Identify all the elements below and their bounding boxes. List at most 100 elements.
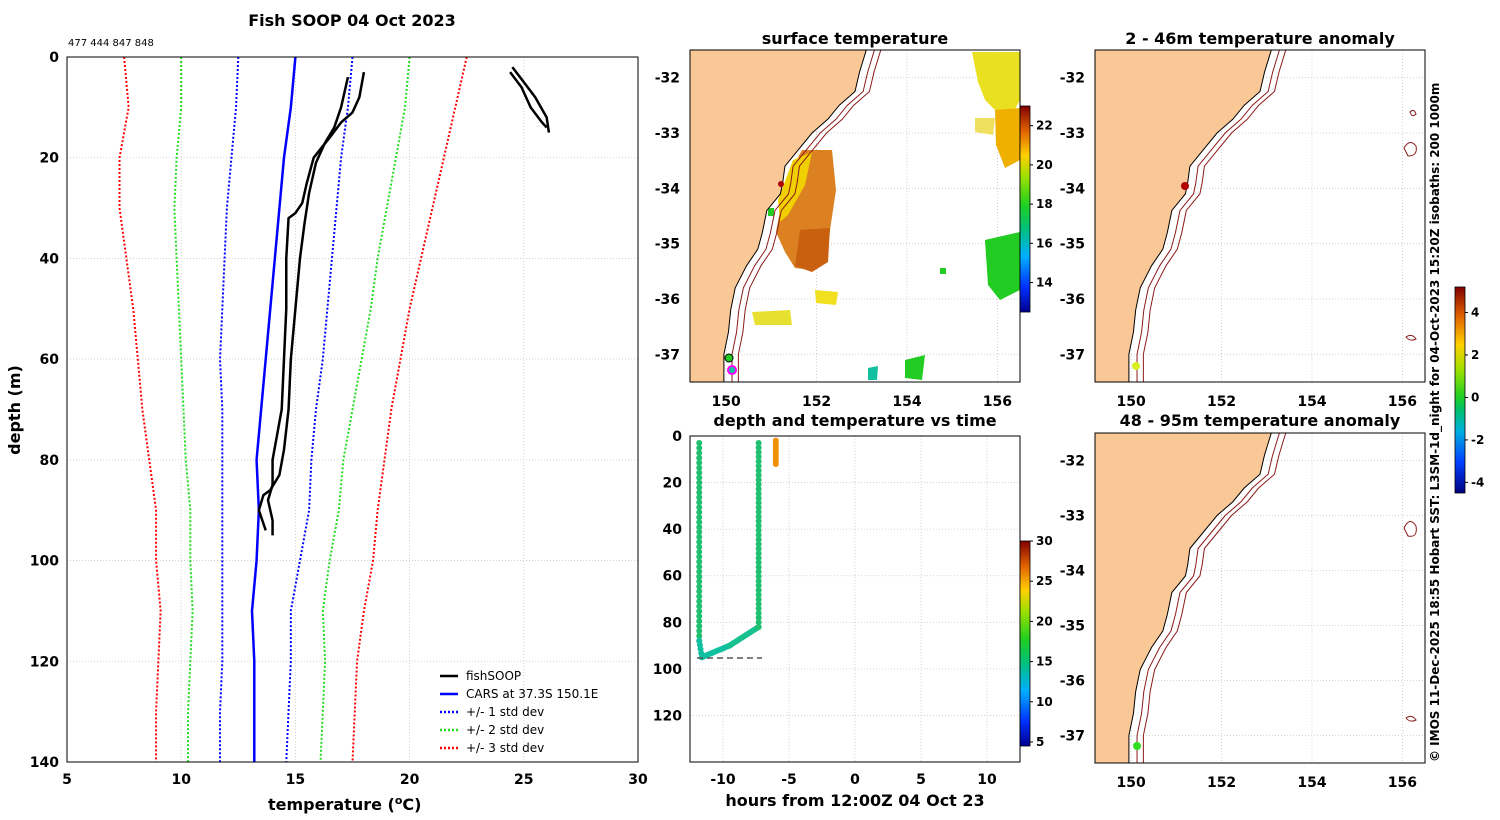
p3-x-tick-156: 156: [1388, 394, 1417, 410]
dt-ascent-24: [755, 513, 762, 520]
dt-descent-24: [696, 558, 703, 565]
sst-isobath-200: [731, 50, 875, 382]
fishsoop-trace-1: [257, 76, 350, 531]
dt-ascent-33: [755, 472, 762, 479]
profile-y-tick-80: 80: [40, 453, 60, 469]
depth-time-colorbar-tick-25: 25: [1036, 574, 1053, 588]
depth-time-x-tick--10: -10: [710, 772, 736, 788]
dt-ascent-27: [755, 499, 762, 506]
p2-x-tick-152: 152: [802, 394, 831, 410]
profile-lines: [118, 56, 551, 763]
sst-map: surface temperature: [655, 29, 1053, 410]
dt-ascent-3: [755, 610, 762, 617]
profile-x-tick-10: 10: [171, 772, 191, 788]
dt-ascent-38: [755, 449, 762, 456]
fishsoop-trace-3: [509, 71, 548, 129]
dt-ascent-20: [755, 531, 762, 538]
legend-label-4: +/- 3 std dev: [466, 741, 544, 755]
anomaly-colorbar-tick--2: -2: [1471, 433, 1484, 447]
anomaly-colorbar-tick--4: -4: [1471, 475, 1484, 489]
p2-y-tick--34: -34: [655, 181, 681, 197]
dt-descent-6: [696, 469, 703, 476]
dt-descent-20: [696, 538, 703, 545]
profile-y-tick-60: 60: [40, 352, 60, 368]
p4-y-tick--32: -32: [1060, 454, 1085, 470]
anomaly-shallow-isobath-200: [1136, 50, 1280, 382]
profile-legend: fishSOOP CARS at 37.3S 150.1E +/- 1 std de…: [440, 669, 598, 755]
p2-x-tick-150: 150: [712, 394, 741, 410]
p2-x-tick-156: 156: [983, 394, 1012, 410]
dt-ascent-31: [755, 481, 762, 488]
depth-time-x-ticks: -10 -5 0 5 10: [710, 772, 997, 788]
dt-ascent-37: [755, 453, 762, 460]
dt-descent-18: [696, 529, 703, 536]
sst-yellow-patch: [815, 290, 838, 305]
dt-descent-31: [696, 593, 703, 600]
profile-subtitle: 477 444 847 848: [68, 38, 154, 49]
sst-colorbar-tick-14: 14: [1036, 276, 1053, 290]
depth-time-x-label: hours from 12:00Z 04 Oct 23: [725, 791, 984, 810]
depth-time-chart: depth and temperature vs time -10 -5 0 5 10 …: [653, 411, 1053, 810]
depth-time-x-tick--5: -5: [781, 772, 797, 788]
anomaly-shallow-x-ticks: 150 152 154 156: [1117, 394, 1417, 410]
sst-green-dot: [940, 268, 946, 274]
p4-y-tick--34: -34: [1060, 564, 1086, 580]
dt-descent-36: [696, 618, 703, 625]
anomaly-deep-x-ticks: 150 152 154 156: [1117, 775, 1417, 791]
depth-time-colorbar-tick-15: 15: [1036, 655, 1053, 669]
depth-time-colorbar-tick-20: 20: [1036, 614, 1053, 628]
sst-ne-light: [975, 118, 995, 135]
anomaly-deep-station-green: [1133, 742, 1141, 750]
depth-time-y-tick-100: 100: [653, 662, 682, 678]
anomaly-colorbar-tick-4: 4: [1471, 305, 1479, 319]
anomaly-deep-seamount-s: [1405, 715, 1417, 722]
fishsoop-trace-2: [511, 66, 551, 133]
dt-descent-25: [696, 563, 703, 570]
dt-ascent-23: [755, 518, 762, 525]
dt-ascent-12: [755, 568, 762, 575]
dt-descent-4: [696, 459, 703, 466]
dt-ascent-29: [755, 490, 762, 497]
sst-warm-south: [795, 228, 830, 272]
depth-time-colorbar-tick-30: 30: [1036, 534, 1053, 548]
dt-descent-7: [696, 474, 703, 481]
profile-y-ticks: 0 20 40 60 80 100 120 140: [30, 50, 59, 771]
dt-descent-12: [696, 499, 703, 506]
anomaly-shallow-isobath-1000: [1142, 50, 1287, 382]
p4-y-tick--33: -33: [1060, 509, 1085, 525]
dt-descent-39: [696, 632, 703, 639]
profile-series-4: [173, 57, 194, 762]
profile-y-tick-120: 120: [30, 654, 59, 670]
footer-note: © IMOS 11-Dec-2025 18:55 Hobart SST: L3S…: [1428, 83, 1443, 762]
dt-ascent-6: [755, 596, 762, 603]
dt-ascent-28: [755, 495, 762, 502]
p3-x-tick-150: 150: [1117, 394, 1146, 410]
depth-time-points: [696, 437, 779, 661]
dt-descent-9: [696, 484, 703, 491]
sst-colorbar-ticks: 14 16 18 20 22: [1030, 119, 1053, 290]
p3-x-tick-152: 152: [1207, 394, 1236, 410]
sst-green-coast: [768, 208, 774, 216]
dt-descent-38: [696, 628, 703, 635]
dt-descent-33: [696, 603, 703, 610]
sst-green-east: [985, 232, 1020, 300]
profile-x-tick-30: 30: [628, 772, 648, 788]
depth-time-y-tick-0: 0: [672, 429, 682, 445]
dt-ascent-21: [755, 527, 762, 534]
dt-descent-0: [696, 439, 703, 446]
p2-y-tick--37: -37: [655, 347, 680, 363]
profile-x-label: temperature (oC): [268, 794, 421, 815]
profile-x-tick-20: 20: [400, 772, 420, 788]
sst-ne-orange: [995, 108, 1020, 168]
dt-ascent-34: [755, 467, 762, 474]
depth-time-x-tick-5: 5: [916, 772, 926, 788]
sst-colorbar-tick-16: 16: [1036, 236, 1053, 250]
dt-descent-21: [696, 543, 703, 550]
dt-descent-2: [696, 449, 703, 456]
profile-y-tick-40: 40: [40, 251, 60, 267]
profile-y-tick-20: 20: [40, 151, 60, 167]
sst-station-current: [727, 365, 737, 375]
profile-x-tick-5: 5: [62, 772, 72, 788]
